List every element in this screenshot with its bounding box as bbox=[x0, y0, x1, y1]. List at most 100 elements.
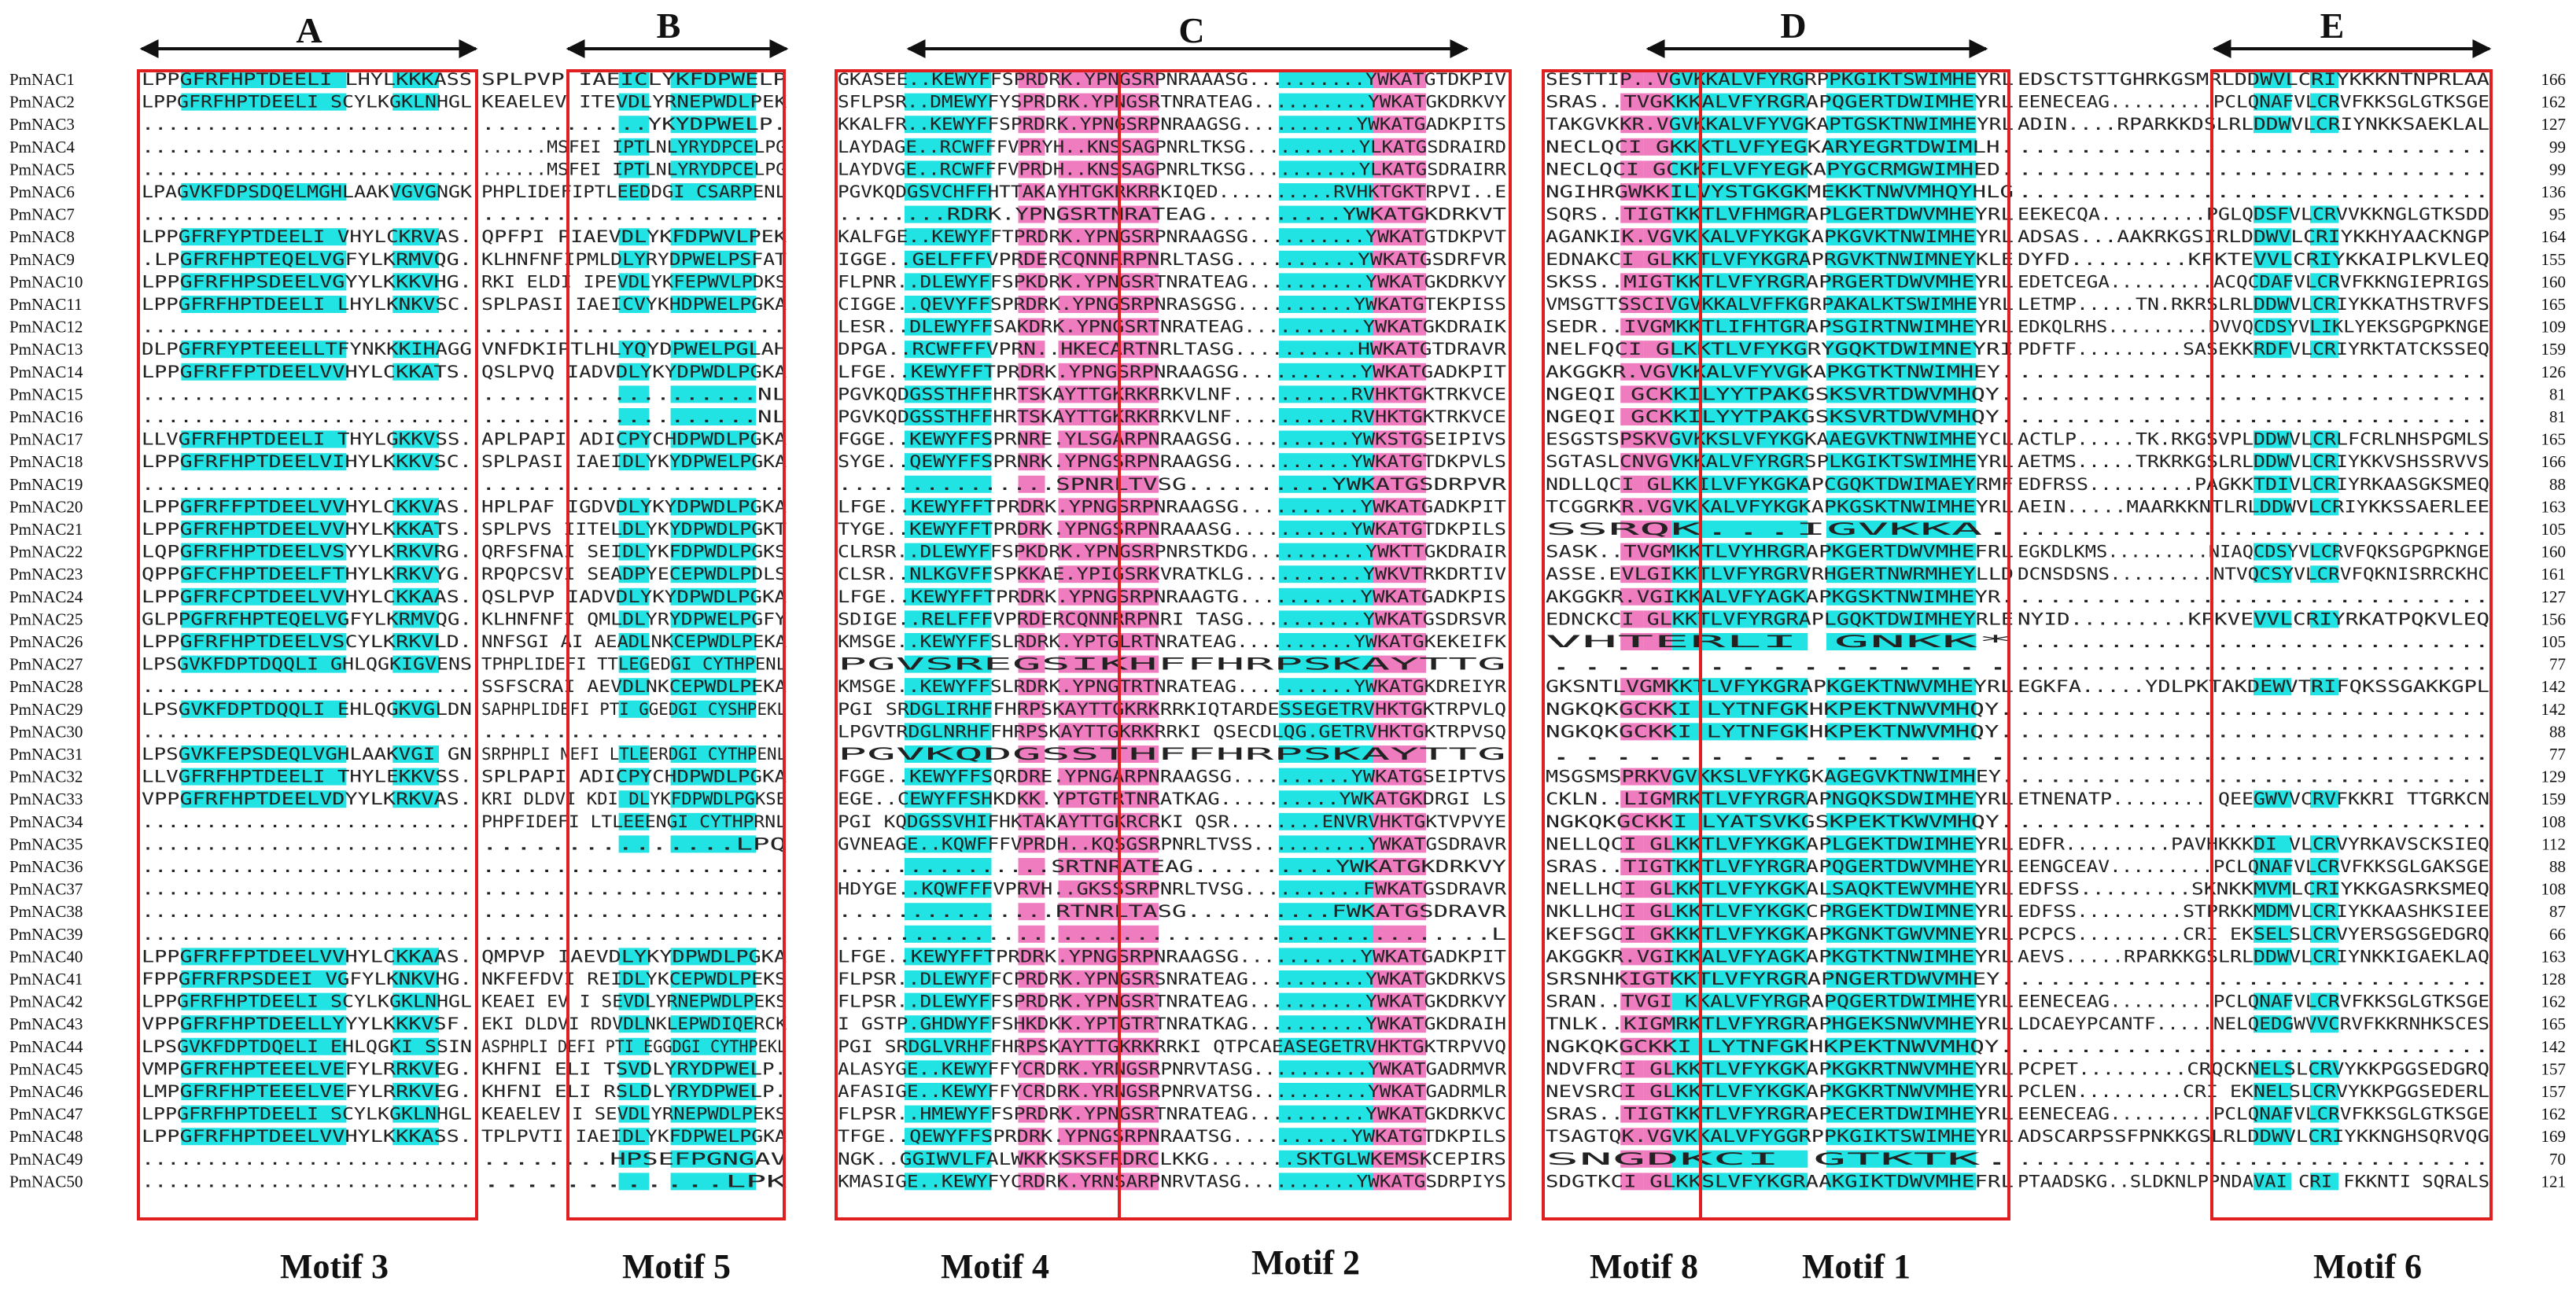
conserved-shade bbox=[181, 93, 347, 111]
sequence-segment: NDLLQCI GLKKILVFYKGKAPCGQKTDWIMAEYRMF bbox=[1546, 475, 2014, 494]
conserved-shade bbox=[1620, 790, 1644, 808]
conserved-shade bbox=[1018, 812, 1045, 830]
conserved-shade bbox=[392, 430, 439, 448]
motif-6-box bbox=[2210, 69, 2493, 1220]
conserved-shade bbox=[1058, 250, 1099, 268]
conserved-shade bbox=[1826, 678, 1977, 696]
conserved-shade bbox=[1671, 1173, 1808, 1191]
conserved-shade bbox=[670, 812, 757, 830]
conserved-shade bbox=[618, 1105, 650, 1123]
conserved-shade bbox=[1671, 723, 1808, 741]
conserved-shade bbox=[905, 925, 992, 943]
motif-1-label: Motif 1 bbox=[1802, 1247, 1911, 1286]
alignment-row: ........................................… bbox=[9, 925, 2566, 944]
sequence-segment: NGEQI GCKKILYYTPAKGSKSVRTDWVMHQY. bbox=[1546, 407, 2014, 426]
region-E: E bbox=[2212, 6, 2492, 58]
sequence-segment: ALASYGE..KEWYFFYCRDRK.YRNGSRPNRVTASG....… bbox=[838, 1059, 1506, 1078]
sequence-name: PmNAC42 bbox=[9, 992, 83, 1011]
sequence-name: PmNAC16 bbox=[9, 407, 83, 426]
sequence-segment: AGANKIK.VGVKKALVFYKGKAPKGVKTNWIMHEYRL bbox=[1546, 227, 2014, 246]
conserved-shade bbox=[1373, 273, 1426, 291]
sequence-length: 165 bbox=[2541, 1014, 2567, 1033]
conserved-shade bbox=[2254, 228, 2291, 246]
alignment-row: LPSGVKFDPTDQQLI EHLQGKVGLDN SAPHPLIDEFI P… bbox=[9, 700, 2566, 719]
conserved-shade bbox=[1826, 1150, 1977, 1168]
motif-5-box bbox=[566, 69, 786, 1220]
conserved-shade bbox=[2254, 835, 2291, 853]
sequence-segment: EKI DLDVI RDVDLNKLEPWDIQERCK bbox=[481, 1014, 787, 1033]
conserved-shade bbox=[1620, 1173, 1644, 1191]
conserved-shade bbox=[618, 183, 650, 201]
sequence-segment: PGVKQDGSSTHFFHRPSKAYTTG bbox=[838, 745, 1506, 764]
sequence-segment: SEDR..IVGMKKTLIFHTGRAPSGIRTNWIMHEYRL bbox=[1546, 318, 2014, 337]
alignment-row: ........................................… bbox=[9, 834, 2566, 853]
conserved-shade bbox=[1279, 1083, 1373, 1100]
conserved-shade bbox=[392, 228, 439, 246]
sequence-segment: LFGE..KEWYFFTPRDRK.YPNGSRPNRAAGSG.......… bbox=[838, 947, 1506, 966]
conserved-shade bbox=[1373, 543, 1426, 561]
conserved-shade bbox=[2254, 273, 2291, 291]
conserved-shade bbox=[1018, 948, 1045, 966]
conserved-shade bbox=[392, 587, 439, 606]
conserved-shade bbox=[1373, 565, 1426, 584]
sequence-segment: LPPGFRFHPTDEELI SCYLKGKLNHGL bbox=[142, 1105, 472, 1124]
conserved-shade bbox=[1058, 453, 1099, 471]
conserved-shade bbox=[1098, 1105, 1159, 1123]
conserved-shade bbox=[392, 71, 439, 88]
sequence-segment: PGVKQDGSSTHFFHRTSKAYTTGKRKRRKVLNF.......… bbox=[838, 385, 1506, 403]
conserved-shade bbox=[1620, 633, 1644, 650]
conserved-shade bbox=[1620, 71, 1644, 88]
conserved-shade bbox=[1643, 587, 1672, 606]
conserved-shade bbox=[1279, 273, 1373, 291]
conserved-shade bbox=[618, 521, 650, 538]
sequence-name: PmNAC41 bbox=[9, 970, 83, 989]
conserved-shade bbox=[1620, 925, 1644, 943]
conserved-shade bbox=[2254, 1173, 2291, 1191]
sequence-length: 77 bbox=[2549, 655, 2566, 674]
sequence-name: PmNAC25 bbox=[9, 609, 83, 628]
conserved-shade bbox=[905, 363, 992, 381]
conserved-shade bbox=[2310, 296, 2338, 313]
conserved-shade bbox=[1279, 678, 1373, 696]
sequence-segment: EDNCKCI GLKKTLVFYRGRAPLGQKTDWIMHEYRLE bbox=[1546, 609, 2014, 628]
conserved-shade bbox=[2310, 903, 2338, 921]
sequence-segment: EENECEAG.........PCLQNAFVLCRVFKKSGLGTKSG… bbox=[2018, 1105, 2489, 1124]
sequence-segment: GVNEAGE..KQWFFFVPRDH..KQSGSRPNRLTVSS....… bbox=[838, 834, 1506, 853]
sequence-segment: LPSGVKFDPTDQELI EHLQGKI SSIN bbox=[142, 1037, 472, 1056]
conserved-shade bbox=[905, 453, 992, 471]
conserved-shade bbox=[670, 1015, 757, 1033]
sequence-segment: FGGE..KEWYFFSPRNRE.YLSGARPNRAAGSG.......… bbox=[838, 430, 1506, 449]
conserved-shade bbox=[2310, 341, 2338, 359]
conserved-shade bbox=[905, 723, 992, 741]
conserved-shade bbox=[2310, 1083, 2338, 1100]
conserved-shade bbox=[1643, 1037, 1672, 1055]
conserved-shade bbox=[1058, 1037, 1099, 1055]
conserved-shade bbox=[2310, 273, 2338, 291]
conserved-shade bbox=[1643, 1150, 1672, 1168]
sequence-segment: MSGSMSPRKVGVKKSLVFYKGKAGEGVKTNWIMHEY. bbox=[1546, 768, 2014, 786]
alignment-row: LPPGFRFFPTDEELVVHYLCKKATS. QSLPVQ IADVDLY… bbox=[9, 363, 2566, 381]
sequence-segment: ............................... bbox=[2018, 407, 2489, 426]
conserved-shade bbox=[1279, 408, 1373, 425]
conserved-shade bbox=[1058, 610, 1099, 628]
sequence-segment: ............................... bbox=[2018, 1037, 2489, 1056]
conserved-shade bbox=[670, 430, 757, 448]
conserved-shade bbox=[1643, 205, 1672, 223]
alignment-row: LPSGVKFEPSDEQLVGHLAAKVGI GN SRPHPLI NEFI … bbox=[9, 745, 2566, 764]
sequence-segment: PGI SRDGLVRHFFHRPSKAYTTGKRKRRKI QTPCAEAS… bbox=[838, 1037, 1506, 1056]
conserved-shade bbox=[1643, 93, 1672, 111]
conserved-shade bbox=[1098, 746, 1159, 763]
conserved-shade bbox=[1373, 250, 1426, 268]
region-A: A bbox=[139, 10, 478, 58]
conserved-shade bbox=[392, 341, 439, 359]
conserved-shade bbox=[1098, 812, 1159, 830]
sequence-segment: .......................... bbox=[142, 722, 472, 741]
conserved-shade bbox=[1279, 138, 1373, 156]
conserved-shade bbox=[1643, 1083, 1672, 1100]
sequence-name: PmNAC4 bbox=[9, 138, 75, 156]
conserved-shade bbox=[1098, 93, 1159, 111]
sequence-segment: AFASIGE..KEWYFFYCRDRK.YRNGSRPNRVATSG....… bbox=[838, 1082, 1506, 1101]
conserved-shade bbox=[1373, 812, 1426, 830]
alignment-row: GLPPGFRFHPTEQELVGFYLKRMVQG. KLHNFNFI QMLD… bbox=[9, 609, 2566, 628]
conserved-shade bbox=[1098, 700, 1159, 718]
